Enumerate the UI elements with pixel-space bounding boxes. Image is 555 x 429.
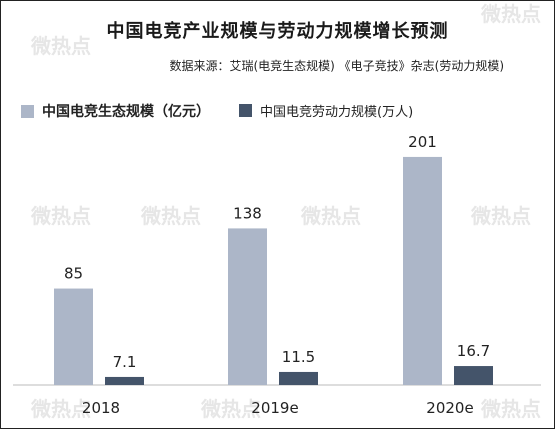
legend-swatch-ecosystem [21,104,34,118]
bar-ecosystem-2018 [54,288,93,385]
legend-label-ecosystem: 中国电竞生态规模（亿元） [42,104,210,120]
bar-labor-2018 [105,376,144,385]
x-tick-label: 2019e [251,399,298,417]
data-label: 11.5 [282,348,315,366]
watermark-text: 微热点 [480,2,541,26]
bar-ecosystem-2019e [228,228,267,385]
x-tick-label: 2018 [82,399,120,417]
watermark-text: 微热点 [300,204,361,228]
data-label: 7.1 [113,353,137,371]
watermark-text: 微热点 [200,397,261,421]
legend-item-ecosystem-scale: 中国电竞生态规模（亿元） [21,101,210,121]
watermark-text: 微热点 [470,204,531,228]
bar-labor-2020e [454,366,493,385]
data-label: 201 [408,133,437,151]
watermark-text: 微热点 [30,34,91,58]
bar-labor-2019e [279,371,318,385]
data-label: 138 [233,204,262,222]
chart-title: 中国电竞产业规模与劳动力规模增长预测 [106,21,449,42]
data-source-note: 数据来源：艾瑞(电竞生态规模) 《电子竞技》杂志(劳动力规模) [169,59,504,73]
watermark-text: 微热点 [480,397,541,421]
data-label: 85 [64,265,83,283]
watermark-text: 微热点 [30,204,91,228]
watermark-text: 微热点 [140,204,201,228]
bar-ecosystem-2020e [403,156,442,385]
watermark-text: 微热点 [30,397,91,421]
data-label: 16.7 [457,342,490,360]
legend-label-labor: 中国电竞劳动力规模(万人) [260,105,414,120]
legend-item-labor-scale: 中国电竞劳动力规模(万人) [239,101,413,120]
x-tick-label: 2020e [426,399,473,417]
legend-swatch-labor [239,104,252,117]
